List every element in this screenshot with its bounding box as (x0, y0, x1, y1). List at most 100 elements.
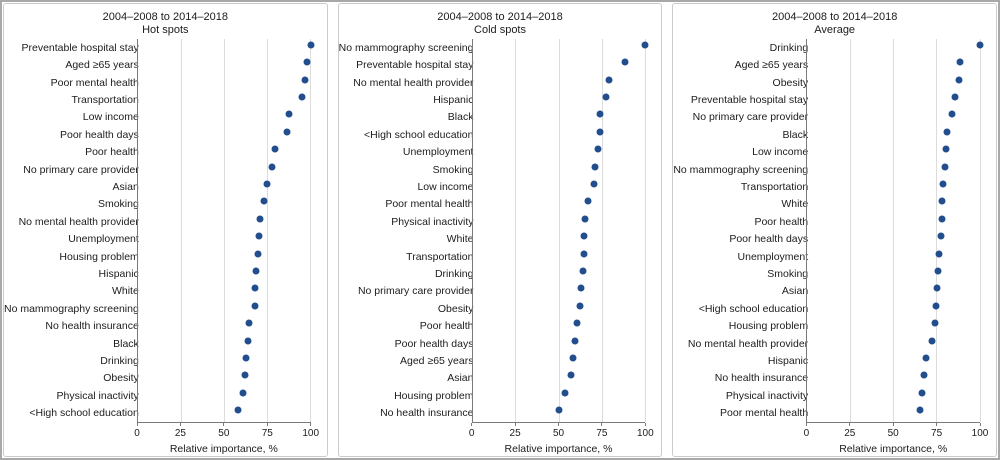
x-tick-mark (805, 423, 807, 426)
gridline (979, 39, 981, 422)
category-label: Black (447, 111, 474, 124)
category-label: Transportation (740, 180, 809, 193)
category-label: Unemployment (737, 250, 809, 263)
category-label: Low income (752, 146, 809, 159)
data-point (922, 354, 930, 362)
category-label: Physical inactivity (391, 215, 474, 228)
data-point (937, 232, 945, 240)
data-point (594, 145, 602, 153)
category-label: Poor health (754, 215, 809, 228)
data-point (605, 76, 613, 84)
gridline (267, 39, 268, 422)
data-point (255, 232, 263, 240)
gridline (850, 39, 851, 422)
plot-area (137, 39, 315, 423)
category-label: Obesity (772, 76, 809, 89)
category-label: Aged ≥65 years (734, 59, 809, 72)
data-point (252, 267, 260, 275)
gridline (558, 39, 560, 422)
data-point (251, 284, 259, 292)
panel-subtitle: Hot spots (142, 24, 189, 36)
gridline (644, 39, 646, 422)
data-point (602, 93, 610, 101)
data-point (621, 58, 629, 66)
x-tick-label: 75 (931, 428, 943, 439)
data-point (935, 250, 943, 258)
data-point (244, 337, 252, 345)
data-point (928, 337, 936, 345)
gridline (936, 39, 938, 422)
category-label: White (781, 198, 809, 211)
chart-panel: 2004–2008 to 2014–2018 Cold spots No mam… (337, 3, 663, 457)
data-point (956, 58, 964, 66)
gridline (180, 39, 182, 422)
category-label: <High school education (698, 302, 809, 315)
category-label: Poor health (419, 320, 474, 333)
panel-title: 2004–2008 to 2014–2018 (102, 11, 229, 23)
category-label: Obesity (437, 302, 474, 315)
x-tick-label: 25 (174, 428, 186, 439)
data-point (920, 371, 928, 379)
x-tick-label: 0 (134, 428, 140, 439)
x-tick-mark (936, 423, 938, 426)
x-tick-label: 100 (971, 428, 989, 439)
data-point (303, 58, 311, 66)
x-axis: 0 25 50 75 100 (468, 423, 654, 440)
gridline (893, 39, 895, 422)
data-point (596, 110, 604, 118)
category-label: <High school education (29, 407, 139, 420)
x-tick-mark (179, 423, 181, 426)
data-point (576, 302, 584, 310)
category-label: Low income (82, 111, 139, 124)
category-label: No mental health provider (353, 76, 474, 89)
data-point (918, 389, 926, 397)
category-label: Preventable hospital stay (690, 93, 809, 106)
category-label: No primary care provider (357, 285, 474, 298)
chart-area: No mammography screening Preventable hosp… (339, 39, 649, 423)
x-tick-label: 75 (596, 428, 608, 439)
data-point (951, 93, 959, 101)
category-label: Hispanic (98, 268, 139, 281)
x-tick-label: 100 (302, 428, 320, 439)
category-label: Unemployment (402, 146, 474, 159)
x-axis: 0 25 50 75 100 (134, 423, 319, 440)
category-label: Housing problem (59, 250, 139, 263)
data-point (254, 250, 262, 258)
chart-area: Drinking Aged ≥65 years Obesity Preventable… (673, 39, 984, 423)
data-point (933, 284, 941, 292)
category-label: White (446, 233, 474, 246)
x-tick-mark (223, 423, 225, 426)
data-point (939, 180, 947, 188)
category-label: No mental health provider (687, 337, 809, 350)
category-label: No health insurance (714, 372, 809, 385)
category-label: Poor health days (60, 128, 139, 141)
category-label: Unemployment (68, 233, 139, 246)
x-tick-label: 0 (468, 428, 475, 439)
data-point (298, 93, 306, 101)
data-point (555, 406, 563, 414)
category-label: Asian (112, 180, 139, 193)
data-point (245, 319, 252, 327)
category-label: No health insurance (45, 320, 139, 333)
category-label: Poor mental health (385, 198, 474, 211)
data-point (242, 354, 250, 362)
data-point (932, 302, 940, 310)
x-axis-title: Relative importance, % (504, 443, 613, 455)
category-label: No primary care provider (692, 111, 809, 124)
data-point (943, 128, 951, 136)
data-point (268, 163, 276, 171)
chart-panel: 2004–2008 to 2014–2018 Hot spots Prevent… (3, 3, 328, 457)
data-point (584, 197, 592, 205)
data-point (916, 406, 924, 414)
x-tick-label: 50 (887, 428, 899, 439)
category-labels: No mammography screening Preventable hosp… (339, 39, 474, 422)
x-tick-mark (979, 423, 981, 426)
data-point (256, 215, 264, 223)
plot-area (806, 39, 984, 423)
category-label: Drinking (434, 268, 474, 281)
x-axis-title: Relative importance, % (839, 443, 948, 455)
data-point (580, 250, 588, 258)
category-label: Poor health (85, 146, 139, 159)
x-tick-mark (892, 423, 894, 426)
data-point (938, 215, 946, 223)
